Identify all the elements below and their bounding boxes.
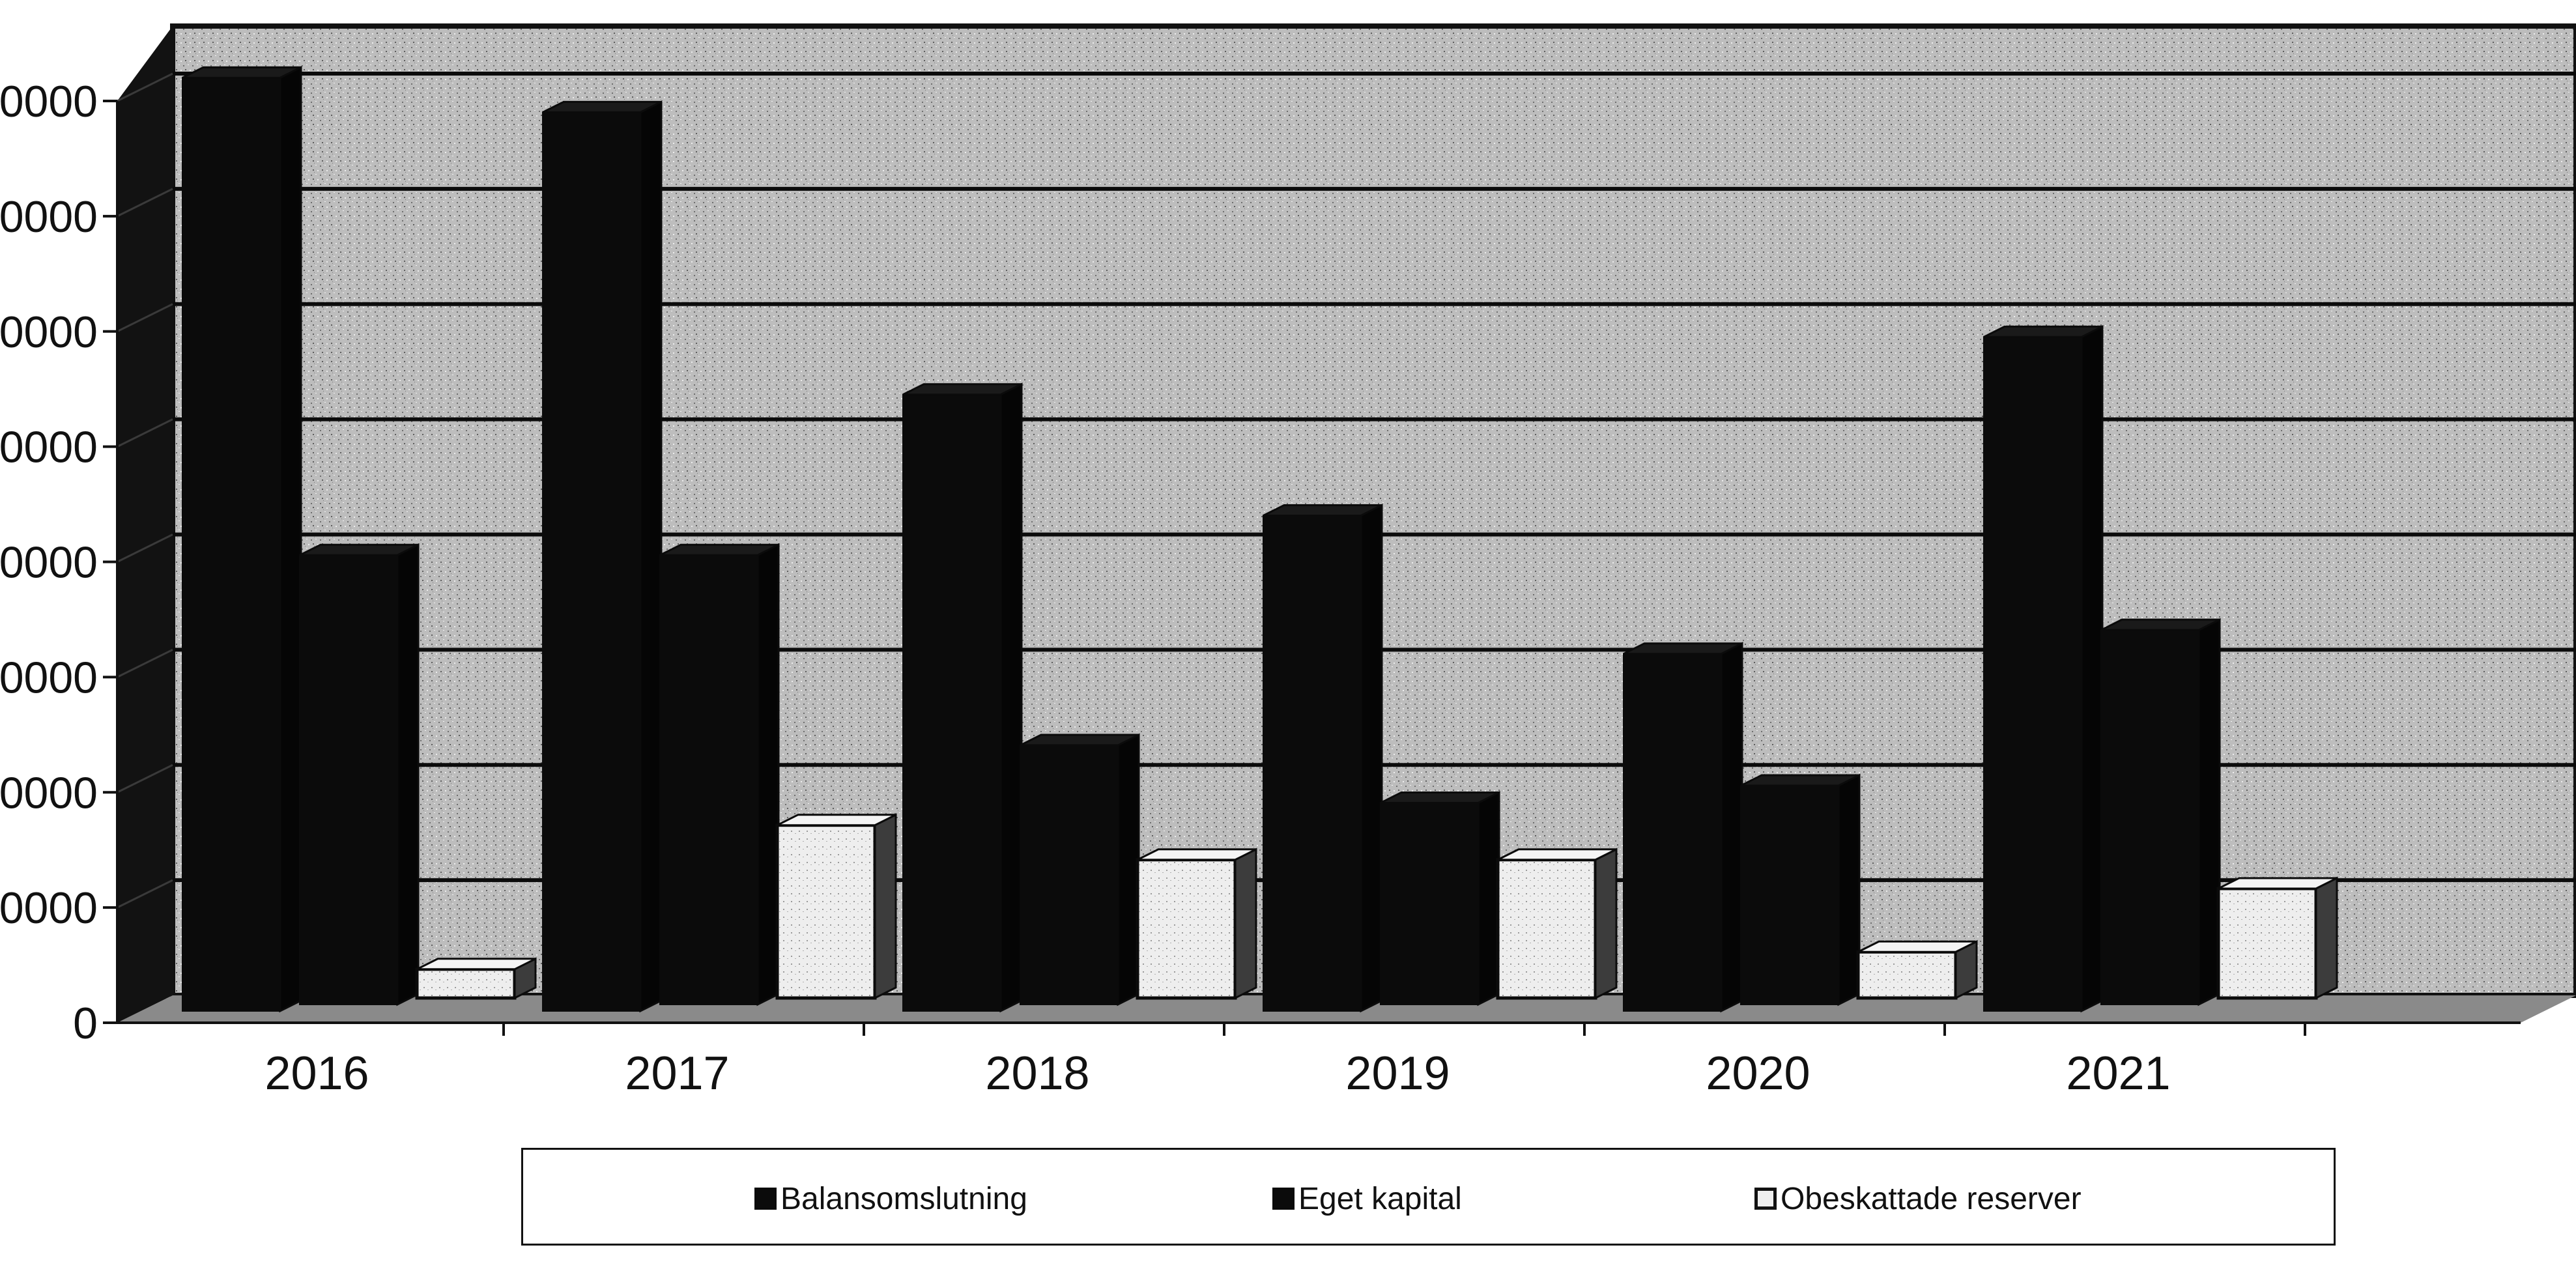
y-tick-label: 600000 xyxy=(0,653,98,702)
bar-side-balansomslutning-2020 xyxy=(1720,642,1743,1013)
bar-balansomslutning-2019 xyxy=(1263,515,1362,1012)
bars xyxy=(182,65,2338,1013)
x-tick-label: 2018 xyxy=(985,1048,1089,1100)
bar-top-eget-kapital-2021 xyxy=(2100,618,2220,631)
y-tick-label: 1400000 xyxy=(0,192,98,242)
bar-top-obeskattade-reserver-2020 xyxy=(1857,940,1977,953)
side-wall xyxy=(117,26,173,1023)
bar-top-eget-kapital-2016 xyxy=(299,543,419,556)
gridline-side xyxy=(117,879,173,909)
bar-eget-kapital-2021 xyxy=(2100,629,2199,1005)
y-tick-label: 800000 xyxy=(0,538,98,588)
x-tick-label: 2019 xyxy=(1345,1048,1450,1100)
bar-top-obeskattade-reserver-2019 xyxy=(1497,848,1617,861)
bar-top-balansomslutning-2019 xyxy=(1263,504,1382,517)
y-tick-label: 1000000 xyxy=(0,423,98,472)
bar-eget-kapital-2020 xyxy=(1740,784,1839,1005)
bar-side-balansomslutning-2021 xyxy=(2080,324,2104,1013)
bar-top-eget-kapital-2017 xyxy=(659,543,779,556)
bar-top-balansomslutning-2021 xyxy=(1983,325,2103,338)
bar-top-obeskattade-reserver-2021 xyxy=(2218,877,2338,890)
bar-side-eget-kapital-2018 xyxy=(1117,733,1140,1006)
bar-side-eget-kapital-2021 xyxy=(2197,618,2221,1006)
x-tick-label: 2017 xyxy=(625,1048,729,1100)
bar-top-obeskattade-reserver-2018 xyxy=(1137,848,1257,861)
legend-item-balansomslutning: Balansomslutning xyxy=(754,1181,1027,1216)
bar-side-balansomslutning-2019 xyxy=(1360,504,1383,1013)
bar-top-eget-kapital-2018 xyxy=(1020,734,1139,747)
bar-obeskattade-reserver-2020 xyxy=(1856,950,1958,1000)
bar-obeskattade-reserver-2017 xyxy=(775,823,877,1000)
bar-obeskattade-reserver-2019 xyxy=(1496,858,1597,1000)
bar-top-obeskattade-reserver-2017 xyxy=(777,814,896,827)
gridline-side xyxy=(117,188,173,218)
gridline-side xyxy=(117,763,173,793)
bar-top-balansomslutning-2020 xyxy=(1623,642,1743,655)
bar-side-balansomslutning-2017 xyxy=(639,100,663,1013)
bar-side-balansomslutning-2016 xyxy=(279,65,302,1013)
bar-obeskattade-reserver-2021 xyxy=(2216,887,2318,1000)
legend-label-eget-kapital: Eget kapital xyxy=(1298,1181,1462,1216)
gridline-side xyxy=(117,72,173,102)
bar-top-obeskattade-reserver-2016 xyxy=(416,958,536,971)
bar-top-balansomslutning-2016 xyxy=(182,66,302,79)
bar-side-obeskattade-reserver-2019 xyxy=(1594,848,1618,1000)
bar-side-eget-kapital-2019 xyxy=(1477,791,1500,1006)
legend-item-eget-kapital: Eget kapital xyxy=(1272,1181,1462,1216)
axes: 0 200000 400000 600000 800000 1000000 1200000 1… xyxy=(0,77,2521,1100)
bar-side-eget-kapital-2016 xyxy=(396,543,420,1006)
bar-eget-kapital-2017 xyxy=(659,554,758,1005)
gridline-side xyxy=(117,649,173,678)
bar-balansomslutning-2017 xyxy=(542,111,641,1012)
bar-top-eget-kapital-2020 xyxy=(1740,774,1860,787)
y-tick-label: 400000 xyxy=(0,768,98,818)
bar-eget-kapital-2016 xyxy=(299,554,398,1005)
legend-label-balansomslutning: Balansomslutning xyxy=(780,1181,1027,1216)
bar-side-obeskattade-reserver-2021 xyxy=(2315,876,2338,1000)
bar-top-eget-kapital-2019 xyxy=(1380,791,1500,804)
bar-balansomslutning-2018 xyxy=(902,393,1001,1012)
gridline-side xyxy=(117,418,173,448)
legend: Balansomslutning Eget kapital Obeskattad… xyxy=(521,1148,2336,1246)
bar-top-balansomslutning-2018 xyxy=(902,383,1022,396)
bar-balansomslutning-2021 xyxy=(1983,336,2082,1012)
bar-top-balansomslutning-2017 xyxy=(542,100,662,113)
bar-side-eget-kapital-2020 xyxy=(1837,773,1861,1006)
bar-obeskattade-reserver-2016 xyxy=(415,967,517,1000)
x-tick-label: 2016 xyxy=(265,1048,369,1100)
bar-side-obeskattade-reserver-2018 xyxy=(1234,848,1257,1000)
gridline-side xyxy=(117,303,173,333)
bar-side-balansomslutning-2018 xyxy=(999,382,1023,1013)
bar-balansomslutning-2020 xyxy=(1623,653,1722,1012)
bar-side-obeskattade-reserver-2017 xyxy=(874,813,897,1000)
bar-eget-kapital-2018 xyxy=(1020,745,1119,1005)
bar-eget-kapital-2019 xyxy=(1380,802,1479,1005)
y-tick-label: 0 xyxy=(73,999,98,1048)
x-tick-label: 2020 xyxy=(1706,1048,1810,1100)
bar-obeskattade-reserver-2018 xyxy=(1136,858,1237,1000)
y-tick-label: 200000 xyxy=(0,883,98,933)
legend-label-obeskattade-reserver: Obeskattade reserver xyxy=(1781,1181,2082,1216)
legend-swatch-obeskattade-reserver xyxy=(1754,1188,1777,1210)
y-tick-label: 1600000 xyxy=(0,77,98,126)
legend-swatch-balansomslutning xyxy=(754,1188,777,1210)
y-tick-label: 1200000 xyxy=(0,307,98,357)
gridline-side xyxy=(117,534,173,563)
bar-balansomslutning-2016 xyxy=(182,77,281,1012)
x-tick-label: 2021 xyxy=(2066,1048,2170,1100)
legend-item-obeskattade-reserver: Obeskattade reserver xyxy=(1754,1181,2082,1216)
legend-swatch-eget-kapital xyxy=(1272,1188,1295,1210)
bar-side-eget-kapital-2017 xyxy=(756,543,780,1006)
